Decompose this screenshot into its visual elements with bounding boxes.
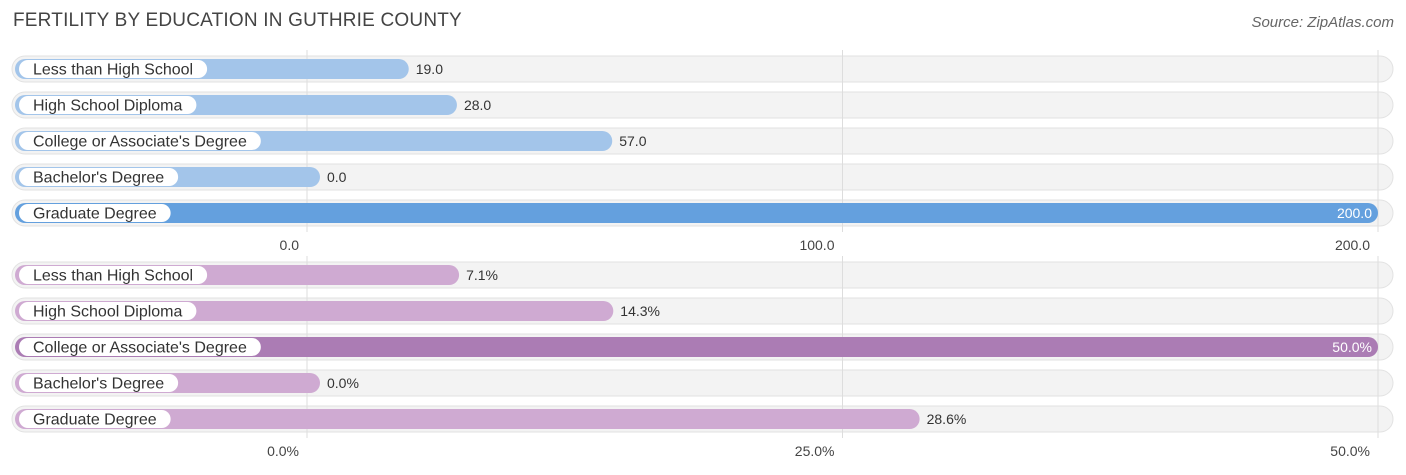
value-label: 50.0% [1332,339,1372,355]
value-label: 0.0 [327,169,347,185]
value-label: 200.0 [1337,205,1372,221]
category-pill [19,338,261,356]
category-label: High School Diploma [33,304,183,321]
category-pill [19,266,208,284]
category-label: Graduate Degree [33,206,157,223]
axis-tick-label: 200.0 [1335,237,1370,253]
axis-tick-label: 0.0 [280,237,300,253]
category-label: Bachelor's Degree [33,376,164,393]
axis-tick-label: 0.0% [267,443,299,459]
value-label: 0.0% [327,375,359,391]
value-label: 28.0 [464,97,491,113]
source-credit: Source: ZipAtlas.com [1251,14,1394,31]
value-label: 57.0 [619,133,646,149]
category-pill [19,132,261,150]
category-pill [19,374,179,392]
category-pill [19,96,197,114]
category-label: College or Associate's Degree [33,134,247,151]
axis-tick-label: 100.0 [799,237,834,253]
category-label: High School Diploma [33,98,183,115]
category-label: College or Associate's Degree [33,340,247,357]
category-label: Less than High School [33,268,193,285]
chart-panel-1: Less than High School 19.0 High School Dip… [11,50,1394,253]
value-label: 19.0 [416,61,443,77]
bar [15,409,920,429]
category-pill [19,410,171,428]
value-label: 14.3% [620,303,660,319]
axis-tick-label: 50.0% [1330,443,1370,459]
bar [15,337,1378,357]
chart-title: FERTILITY BY EDUCATION IN GUTHRIE COUNTY [13,10,462,31]
row-background [11,369,1394,397]
category-pill [19,168,179,186]
value-label: 28.6% [927,411,967,427]
category-label: Bachelor's Degree [33,170,164,187]
category-pill [19,302,197,320]
category-label: Graduate Degree [33,412,157,429]
category-pill [19,204,171,222]
axis-tick-label: 25.0% [795,443,835,459]
category-label: Less than High School [33,62,193,79]
bar [15,203,1378,223]
chart-panel-2: Less than High School 7.1% High School Dip… [11,256,1394,459]
value-label: 7.1% [466,267,498,283]
category-pill [19,60,208,78]
row-background [11,163,1394,191]
